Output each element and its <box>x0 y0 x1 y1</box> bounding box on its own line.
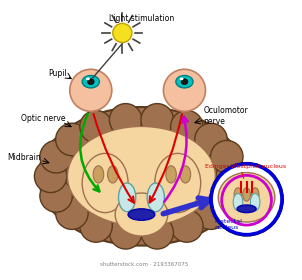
Ellipse shape <box>243 188 250 201</box>
Ellipse shape <box>39 107 244 246</box>
Ellipse shape <box>237 205 256 213</box>
Circle shape <box>195 197 227 229</box>
Text: Pretectal
nucleus: Pretectal nucleus <box>214 219 242 230</box>
Circle shape <box>211 164 282 235</box>
Ellipse shape <box>218 172 275 222</box>
Ellipse shape <box>180 166 191 183</box>
Text: Pupil: Pupil <box>48 69 67 78</box>
Text: Light stimulation: Light stimulation <box>109 14 174 23</box>
Circle shape <box>210 180 243 212</box>
Ellipse shape <box>181 79 188 85</box>
Ellipse shape <box>93 166 104 183</box>
Text: shutterstock.com · 2193367075: shutterstock.com · 2193367075 <box>100 262 188 267</box>
Ellipse shape <box>67 127 215 226</box>
Ellipse shape <box>82 153 128 213</box>
Circle shape <box>40 141 72 173</box>
Ellipse shape <box>118 183 136 212</box>
Text: Optic nerve: Optic nerve <box>21 113 65 123</box>
Ellipse shape <box>180 77 184 80</box>
Circle shape <box>113 24 132 43</box>
Circle shape <box>70 69 112 111</box>
Text: Edinger-Westphal nucleus: Edinger-Westphal nucleus <box>205 164 287 169</box>
Ellipse shape <box>251 188 259 201</box>
Text: Oculomotor
nerve: Oculomotor nerve <box>204 106 248 126</box>
Circle shape <box>171 110 203 143</box>
Ellipse shape <box>115 193 168 236</box>
Ellipse shape <box>155 153 201 213</box>
Circle shape <box>34 160 67 193</box>
Circle shape <box>80 210 112 242</box>
Ellipse shape <box>128 209 155 220</box>
Ellipse shape <box>108 166 118 183</box>
Circle shape <box>195 123 227 156</box>
Circle shape <box>40 180 72 212</box>
Circle shape <box>216 160 249 193</box>
Text: Midbrain: Midbrain <box>8 153 41 162</box>
Ellipse shape <box>166 166 176 183</box>
Circle shape <box>210 141 243 173</box>
Circle shape <box>171 210 203 242</box>
Circle shape <box>56 197 88 229</box>
Circle shape <box>141 104 173 136</box>
Circle shape <box>109 104 142 136</box>
Ellipse shape <box>234 188 242 201</box>
Ellipse shape <box>88 79 94 85</box>
Ellipse shape <box>82 76 99 88</box>
Circle shape <box>163 69 205 111</box>
Ellipse shape <box>233 193 243 211</box>
Circle shape <box>109 216 142 249</box>
Circle shape <box>141 216 173 249</box>
Ellipse shape <box>250 193 260 211</box>
Circle shape <box>56 123 88 156</box>
Circle shape <box>80 110 112 143</box>
Ellipse shape <box>176 76 193 88</box>
Ellipse shape <box>147 183 164 212</box>
Ellipse shape <box>86 77 90 80</box>
